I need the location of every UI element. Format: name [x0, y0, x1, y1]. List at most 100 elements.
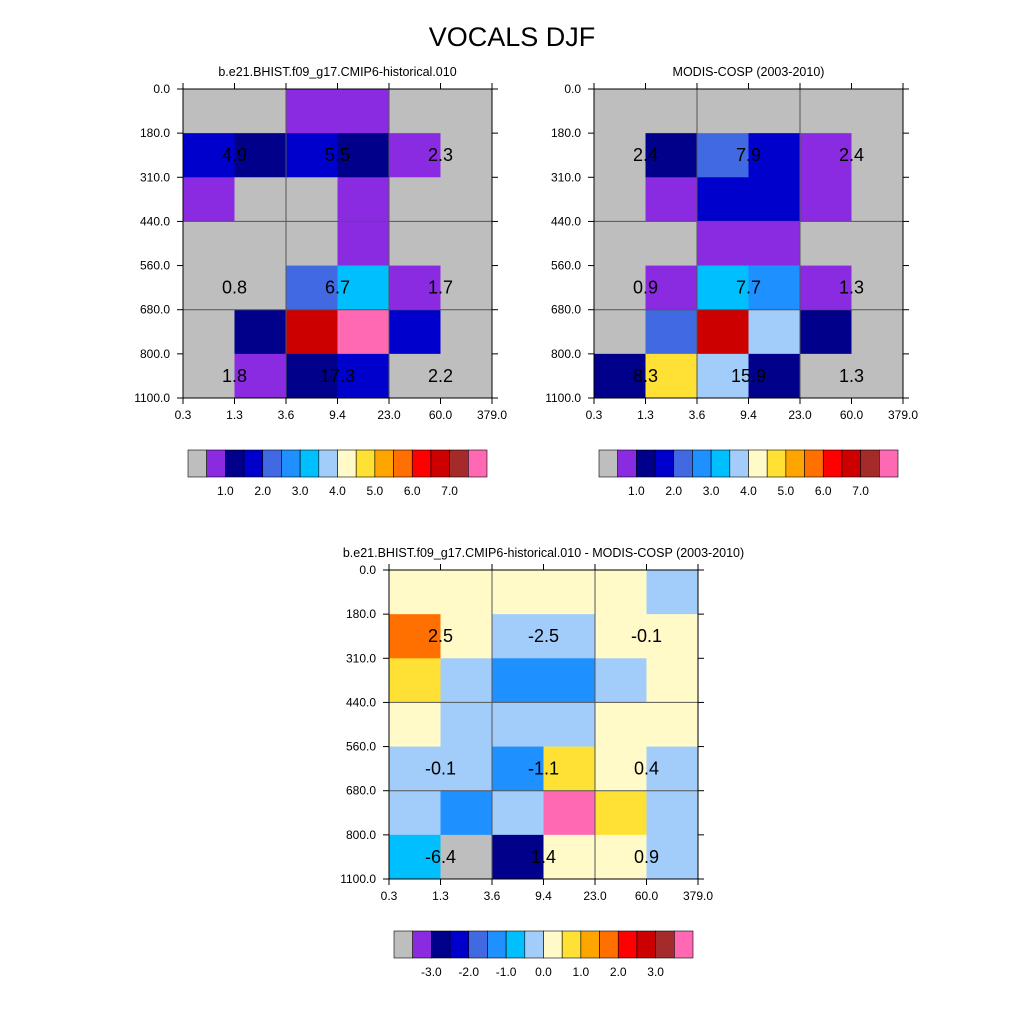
- heatmap-cell: [645, 89, 698, 134]
- heatmap-cell: [851, 353, 904, 399]
- colorbar-swatch: [841, 449, 861, 478]
- heatmap-cell: [389, 834, 441, 880]
- colorbar-label: 2.0: [610, 965, 627, 979]
- colorbar-label: 3.0: [292, 484, 309, 498]
- y-tick-label: 180.0: [140, 126, 170, 140]
- block-sum-label: -0.1: [425, 759, 456, 779]
- heatmap-cell: [337, 133, 390, 178]
- panel-title: b.e21.BHIST.f09_g17.CMIP6-historical.010: [218, 65, 456, 79]
- colorbar-swatch: [879, 449, 899, 478]
- y-tick-label: 560.0: [346, 740, 376, 754]
- heatmap-cell: [697, 353, 749, 399]
- heatmap-cell: [389, 221, 441, 266]
- heatmap-cell: [389, 265, 441, 311]
- heatmap-cell: [440, 353, 493, 399]
- heatmap-cell: [440, 746, 493, 792]
- colorbar-label: 2.0: [254, 484, 271, 498]
- x-tick-label: 60.0: [635, 889, 659, 903]
- x-tick-label: 23.0: [377, 408, 401, 422]
- heatmap-cell: [286, 265, 338, 311]
- heatmap-cell: [851, 221, 904, 266]
- heatmap-cell: [234, 89, 287, 134]
- heatmap-cell: [697, 177, 749, 222]
- colorbar-swatch: [449, 449, 469, 478]
- colorbar-swatch: [225, 449, 245, 478]
- colorbar-swatch: [243, 449, 264, 478]
- heatmap-cell: [183, 353, 235, 399]
- heatmap-cell: [595, 658, 647, 703]
- heatmap-cell: [594, 133, 646, 178]
- heatmap-cell: [851, 89, 904, 134]
- colorbar-label: 5.0: [367, 484, 384, 498]
- colorbar-swatch: [822, 449, 843, 478]
- heatmap-cell: [440, 702, 493, 747]
- colorbar-swatch: [374, 449, 394, 478]
- y-tick-label: 180.0: [346, 607, 376, 621]
- heatmap-cell: [595, 746, 647, 792]
- colorbar-swatch: [468, 930, 488, 959]
- heatmap-cell: [748, 177, 801, 222]
- block-sum-label: 8.3: [633, 366, 658, 386]
- heatmap-cell: [183, 221, 235, 266]
- heatmap-cell: [440, 614, 493, 659]
- colorbar-swatch: [487, 930, 507, 959]
- colorbar-swatch: [617, 930, 638, 959]
- heatmap-cell: [646, 570, 699, 615]
- heatmap-cell: [492, 790, 544, 836]
- heatmap-cell: [748, 265, 801, 311]
- heatmap-cell: [286, 89, 338, 134]
- colorbar-swatch: [430, 449, 450, 478]
- block-sum-label: 4.9: [222, 145, 247, 165]
- heatmap-cell: [595, 834, 647, 880]
- heatmap-cell: [440, 133, 493, 178]
- colorbar-swatch: [524, 930, 544, 959]
- colorbar-label: 3.0: [703, 484, 720, 498]
- colorbar-swatch: [617, 449, 637, 478]
- block-sum-label: -0.1: [631, 626, 662, 646]
- y-tick-label: 440.0: [140, 214, 170, 228]
- heatmap-cell: [286, 309, 338, 355]
- heatmap-cell: [851, 265, 904, 311]
- heatmap-cell: [286, 133, 338, 178]
- heatmap-cell: [440, 221, 493, 266]
- y-tick-label: 440.0: [551, 214, 581, 228]
- y-tick-label: 0.0: [153, 82, 170, 96]
- heatmap-cell: [337, 177, 390, 222]
- colorbar-swatch: [766, 449, 787, 478]
- heatmap-cell: [645, 221, 698, 266]
- heatmap-cell: [234, 353, 287, 399]
- heatmap-cell: [440, 790, 493, 836]
- colorbar-label: 0.0: [535, 965, 552, 979]
- heatmap-cell: [646, 658, 699, 703]
- x-tick-label: 3.6: [278, 408, 295, 422]
- y-tick-label: 0.0: [564, 82, 581, 96]
- heatmap-cell: [337, 353, 390, 399]
- heatmap-cell: [646, 746, 699, 792]
- heatmap-cell: [595, 790, 647, 836]
- colorbar-swatch: [636, 930, 656, 959]
- block-sum-label: 7.9: [736, 145, 761, 165]
- heatmap-cell: [492, 658, 544, 703]
- block-sum-label: 0.8: [222, 278, 247, 298]
- y-tick-label: 1100.0: [134, 391, 170, 405]
- colorbar-swatch: [281, 449, 301, 478]
- colorbar-swatch: [543, 930, 563, 959]
- heatmap-cell: [851, 177, 904, 222]
- heatmap-cell: [595, 570, 647, 615]
- colorbar-swatch: [804, 449, 824, 478]
- heatmap-cell: [646, 790, 699, 836]
- heatmap-cell: [183, 133, 235, 178]
- colorbar-swatch: [636, 449, 656, 478]
- panel-model: b.e21.BHIST.f09_g17.CMIP6-historical.010…: [134, 65, 507, 498]
- block-sum-label: 0.9: [634, 847, 659, 867]
- heatmap-cell: [492, 702, 544, 747]
- colorbar-label: 3.0: [647, 965, 664, 979]
- heatmap-cell: [440, 309, 493, 355]
- x-tick-label: 379.0: [888, 408, 918, 422]
- colorbar-swatch: [710, 449, 731, 478]
- block-sum-label: 1.7: [428, 278, 453, 298]
- colorbar-swatch: [729, 449, 749, 478]
- heatmap-cell: [697, 265, 749, 311]
- heatmap-cell: [543, 570, 596, 615]
